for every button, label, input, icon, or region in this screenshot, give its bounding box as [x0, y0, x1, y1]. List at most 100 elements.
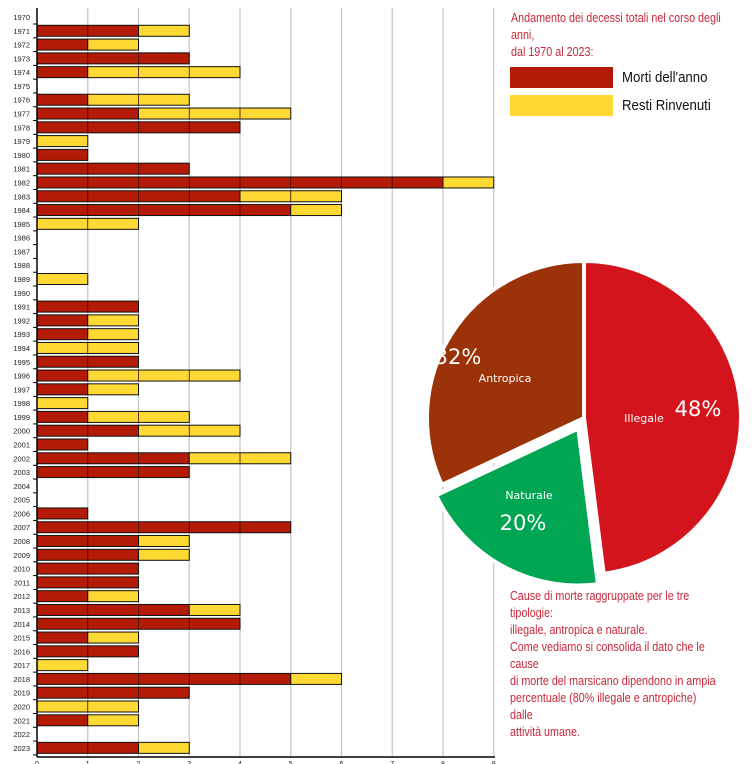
- pie-chart: Illegale 48% Naturale 20% Antropica 32%: [425, 258, 743, 588]
- bar-morti: [36, 162, 190, 175]
- bar-morti: [36, 38, 89, 51]
- y-tick-label: 1980: [13, 151, 30, 160]
- pie-label: Naturale: [505, 489, 553, 502]
- y-tick-label: 2015: [13, 634, 30, 643]
- y-tick-label: 1978: [13, 123, 30, 132]
- bar-resti: [290, 204, 342, 217]
- bar-morti: [36, 590, 89, 603]
- y-tick-label: 1995: [13, 358, 30, 367]
- y-tick-label: 1991: [13, 303, 30, 312]
- y-tick-label: 1983: [13, 192, 30, 201]
- bar-resti: [138, 741, 190, 754]
- y-tick-label: 1971: [13, 27, 30, 36]
- bar-morti: [36, 714, 89, 727]
- y-tick-label: 2021: [13, 716, 30, 725]
- intro-line: dal 1970 al 2023:: [511, 45, 594, 59]
- pie-percent-label: 48%: [675, 397, 722, 421]
- bar-morti: [36, 438, 89, 451]
- x-tick-label: 1: [86, 761, 90, 764]
- y-tick-label: 2010: [13, 565, 30, 574]
- bar-resti: [87, 328, 139, 341]
- bar-morti: [36, 328, 89, 341]
- x-tick-label: 7: [390, 761, 394, 764]
- legend-swatch-morti: [510, 67, 613, 88]
- pie-slice-illegale: [582, 258, 743, 576]
- bar-resti: [36, 397, 89, 410]
- y-tick-label: 2003: [13, 468, 30, 477]
- y-tick-label: 1979: [13, 137, 30, 146]
- y-tick-label: 1976: [13, 96, 30, 105]
- intro-line: Andamento dei decessi totali nel corso d…: [511, 11, 721, 42]
- bar-resti: [87, 590, 139, 603]
- footer-line: percentuale (80% illegale e antropiche) …: [510, 691, 697, 722]
- y-tick-label: 1973: [13, 54, 30, 63]
- pie-percent-label: 32%: [435, 345, 482, 369]
- bar-morti: [36, 452, 190, 465]
- bar-morti: [36, 383, 89, 396]
- y-tick-label: 1998: [13, 399, 30, 408]
- bar-resti: [87, 66, 241, 79]
- y-tick-label: 2001: [13, 440, 30, 449]
- y-tick-label: 1974: [13, 68, 30, 77]
- bar-morti: [36, 631, 89, 644]
- legend-item-morti: Morti dell'anno: [510, 67, 719, 88]
- y-tick-label: 1996: [13, 372, 30, 381]
- bar-resti: [138, 107, 292, 120]
- bar-resti: [36, 135, 89, 148]
- y-tick-label: 2017: [13, 661, 30, 670]
- x-tick-label: 5: [289, 761, 293, 764]
- legend-label: Resti Rinvenuti: [622, 97, 711, 114]
- y-axis-labels: 1970 1971 1972 1973 1974 1975 1976 1977 1978 1979…: [13, 13, 30, 753]
- bar-morti: [36, 148, 89, 161]
- bar-resti: [87, 38, 139, 51]
- y-tick-label: 2019: [13, 689, 30, 698]
- pie-slice-naturale: [433, 425, 601, 588]
- y-tick-label: 2018: [13, 675, 30, 684]
- y-tick-label: 2012: [13, 592, 30, 601]
- footer-line: illegale, antropica e naturale.: [510, 623, 648, 637]
- pie-label: Antropica: [479, 372, 532, 385]
- x-tick-label: 9: [492, 761, 496, 764]
- axes: [33, 8, 495, 758]
- legend-label: Morti dell'anno: [622, 69, 708, 86]
- y-tick-label: 2009: [13, 551, 30, 560]
- y-tick-label: 2007: [13, 523, 30, 532]
- y-tick-label: 1993: [13, 330, 30, 339]
- pie-label: Illegale: [624, 412, 664, 425]
- bar-morti: [36, 369, 89, 382]
- y-tick-label: 1972: [13, 41, 30, 50]
- bar-resti: [36, 273, 89, 286]
- y-tick-label: 1988: [13, 261, 30, 270]
- y-tick-label: 1984: [13, 206, 30, 215]
- x-axis-labels: 0 1 2 3 4 5 6 7 8 9: [35, 761, 496, 764]
- bar-morti: [36, 410, 89, 423]
- legend-item-resti: Resti Rinvenuti: [510, 95, 723, 116]
- bar-morti: [36, 93, 89, 106]
- y-tick-label: 2016: [13, 647, 30, 656]
- footer-text: Cause di morte raggruppate per le tre ti…: [510, 588, 721, 741]
- legend-swatch-resti: [510, 95, 613, 116]
- x-tick-label: 0: [35, 761, 39, 764]
- bar-resti: [87, 369, 241, 382]
- y-tick-label: 2020: [13, 703, 30, 712]
- bar-resti: [138, 548, 190, 561]
- y-tick-label: 2002: [13, 454, 30, 463]
- x-tick-label: 3: [187, 761, 191, 764]
- y-tick-label: 2005: [13, 496, 30, 505]
- bar-morti: [36, 507, 89, 520]
- y-tick-label: 1997: [13, 385, 30, 394]
- bar-morti: [36, 204, 292, 217]
- y-tick-label: 2023: [13, 744, 30, 753]
- y-tick-label: 1987: [13, 247, 30, 256]
- pie-percent-label: 20%: [500, 511, 547, 535]
- bar-resti: [87, 714, 139, 727]
- bar-resti: [442, 176, 495, 189]
- bar-morti: [36, 686, 190, 699]
- bar-morti: [36, 603, 190, 616]
- bar-resti: [87, 631, 139, 644]
- bar-resti: [188, 603, 241, 616]
- intro-text: Andamento dei decessi totali nel corso d…: [511, 10, 721, 61]
- bar-morti: [36, 314, 89, 327]
- footer-line: Cause di morte raggruppate per le tre ti…: [510, 589, 690, 620]
